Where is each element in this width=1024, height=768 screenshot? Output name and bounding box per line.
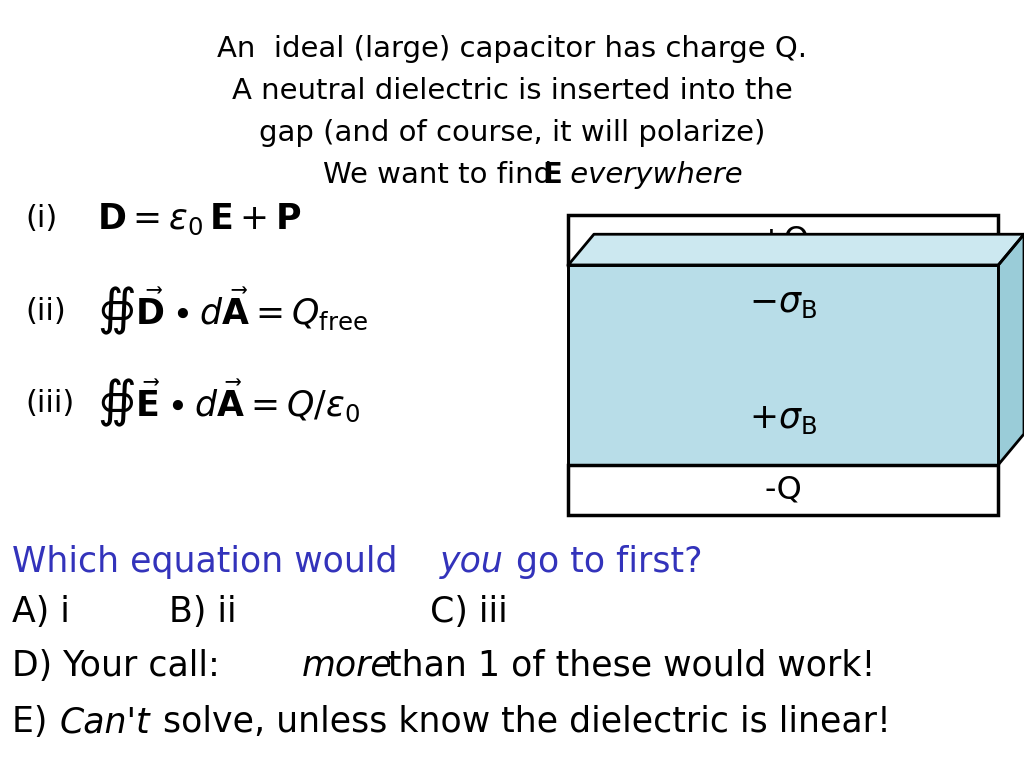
- Text: $\oiint \vec{\mathbf{E}}\bullet d\vec{\mathbf{A}} = Q/\varepsilon_0$: $\oiint \vec{\mathbf{E}}\bullet d\vec{\m…: [97, 377, 360, 429]
- Text: +Q: +Q: [758, 224, 809, 256]
- Text: than 1 of these would work!: than 1 of these would work!: [377, 649, 876, 683]
- Text: $-\sigma_{\mathrm{B}}$: $-\sigma_{\mathrm{B}}$: [750, 286, 817, 320]
- Bar: [568, 465, 998, 515]
- Text: $\mathbf{D} = \varepsilon_0\,\mathbf{E} + \mathbf{P}$: $\mathbf{D} = \varepsilon_0\,\mathbf{E} …: [97, 201, 302, 237]
- Text: (iii): (iii): [26, 389, 75, 418]
- Text: solve, unless know the dielectric is linear!: solve, unless know the dielectric is lin…: [152, 705, 891, 739]
- Text: you: you: [440, 545, 504, 579]
- Text: $\oiint \vec{\mathbf{D}}\bullet d\vec{\mathbf{A}} = Q_{\mathrm{free}}$: $\oiint \vec{\mathbf{D}}\bullet d\vec{\m…: [97, 285, 369, 337]
- Text: We want to find: We want to find: [323, 161, 561, 189]
- Text: E: E: [543, 161, 562, 189]
- Text: (i): (i): [26, 204, 57, 233]
- Bar: [568, 265, 998, 465]
- Text: An  ideal (large) capacitor has charge Q.: An ideal (large) capacitor has charge Q.: [217, 35, 807, 62]
- Text: B) ii: B) ii: [169, 595, 237, 629]
- Bar: [568, 215, 998, 265]
- Text: -Q: -Q: [765, 474, 802, 505]
- Text: more: more: [302, 649, 393, 683]
- Text: gap (and of course, it will polarize): gap (and of course, it will polarize): [259, 119, 765, 147]
- Polygon shape: [998, 234, 1024, 465]
- Text: C) iii: C) iii: [430, 595, 508, 629]
- Text: everywhere: everywhere: [561, 161, 742, 189]
- Text: A) i: A) i: [12, 595, 71, 629]
- Polygon shape: [568, 234, 1024, 265]
- Text: (ii): (ii): [26, 296, 67, 326]
- Text: E): E): [12, 705, 58, 739]
- Text: A neutral dielectric is inserted into the: A neutral dielectric is inserted into th…: [231, 77, 793, 104]
- Text: Which equation would: Which equation would: [12, 545, 409, 579]
- Text: Can't: Can't: [59, 705, 151, 739]
- Text: go to first?: go to first?: [505, 545, 702, 579]
- Text: D) Your call:: D) Your call:: [12, 649, 231, 683]
- Text: $+\sigma_{\mathrm{B}}$: $+\sigma_{\mathrm{B}}$: [750, 402, 817, 435]
- Bar: [568, 265, 998, 465]
